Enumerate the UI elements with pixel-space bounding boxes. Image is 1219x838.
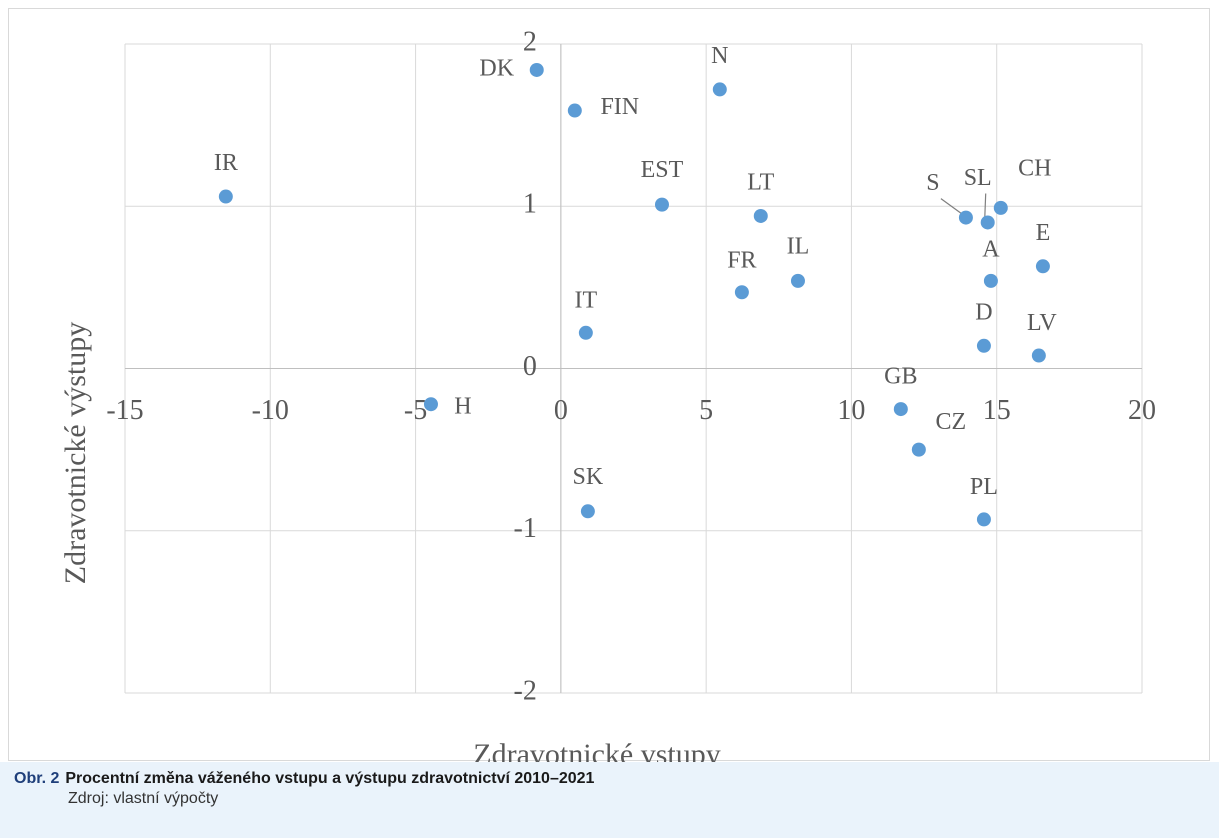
point (578, 325, 593, 340)
point-label: FIN (600, 94, 639, 120)
x-tick-label: 0 (554, 395, 568, 426)
point-label: CZ (936, 409, 967, 435)
point (1031, 348, 1046, 363)
point-label: S (926, 170, 939, 196)
point (1035, 259, 1050, 274)
caption-title: Procentní změna váženého vstupu a výstup… (65, 770, 595, 787)
y-tick-label: -1 (514, 513, 537, 544)
point-label: EST (641, 157, 684, 183)
point-label: SL (964, 165, 992, 191)
point (734, 285, 749, 300)
point (753, 208, 768, 223)
caption: Obr. 2 Procentní změna váženého vstupu a … (0, 762, 1219, 838)
point (958, 210, 973, 225)
chart-border (8, 8, 1210, 761)
y-tick-label: -2 (514, 675, 537, 706)
point-label: LT (747, 169, 774, 195)
point (983, 273, 998, 288)
point-label: SK (573, 464, 604, 490)
point (423, 397, 438, 412)
point-label: D (975, 299, 992, 325)
point-label: IL (787, 233, 810, 259)
figure-number: Obr. 2 (14, 770, 60, 787)
x-tick-label: 10 (837, 395, 865, 426)
point (911, 442, 926, 457)
point (980, 215, 995, 230)
y-axis-title: Zdravotnické výstupy (59, 322, 92, 584)
x-tick-label: -15 (106, 395, 143, 426)
y-tick-label: 2 (523, 26, 537, 57)
point (790, 273, 805, 288)
x-tick-label: -5 (404, 395, 427, 426)
point (580, 504, 595, 519)
point (654, 197, 669, 212)
point-label: IT (575, 287, 598, 313)
x-tick-label: 20 (1128, 395, 1156, 426)
caption-line: Obr. 2 Procentní změna váženého vstupu a … (14, 770, 594, 788)
point-label: CH (1018, 155, 1051, 181)
point-label: GB (884, 364, 917, 390)
leader-line (984, 193, 987, 220)
y-tick-label: 1 (523, 189, 537, 220)
point-label: H (454, 394, 471, 420)
x-tick-label: 5 (699, 395, 713, 426)
point (993, 200, 1008, 215)
y-tick-label: 0 (523, 351, 537, 382)
point (712, 82, 727, 97)
point (976, 338, 991, 353)
point-label: FR (727, 248, 756, 274)
point-label: LV (1027, 310, 1057, 336)
point (218, 189, 233, 204)
x-axis-title: Zdravotnické vstupy (473, 738, 720, 762)
point-label: E (1036, 220, 1051, 246)
point (976, 512, 991, 527)
point-label: DK (479, 55, 514, 81)
point-label: A (982, 236, 1000, 262)
x-tick-label: -10 (252, 395, 289, 426)
caption-source: Zdroj: vlastní výpočty (68, 790, 219, 807)
point (567, 103, 582, 118)
point-label: N (711, 43, 728, 69)
x-tick-label: 15 (983, 395, 1011, 426)
point (529, 62, 544, 77)
leader-line (940, 198, 964, 216)
point-label: PL (970, 474, 998, 500)
point (893, 402, 908, 417)
chart: Zdravotnické vstupy Zdravotnické výstupy… (8, 8, 1210, 762)
point-label: IR (214, 150, 238, 176)
